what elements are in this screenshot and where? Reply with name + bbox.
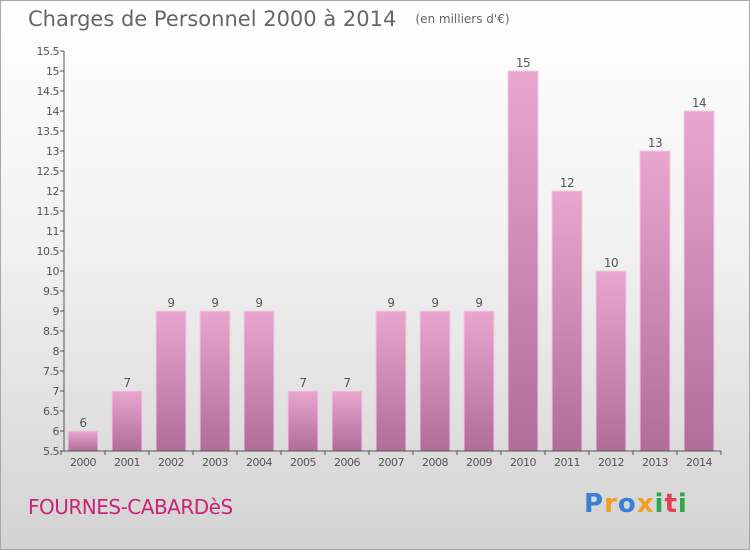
y-tick-label: 13 bbox=[46, 145, 59, 158]
y-tick-label: 12 bbox=[46, 185, 59, 198]
x-tick-label-2010: 2010 bbox=[510, 456, 536, 469]
y-tick-label: 14 bbox=[46, 105, 59, 118]
data-label-2002: 9 bbox=[167, 296, 174, 310]
bar-2000 bbox=[67, 430, 99, 452]
y-tick-label: 6 bbox=[53, 425, 60, 438]
bar-2012 bbox=[595, 270, 627, 452]
logo-letter: r bbox=[604, 489, 618, 519]
x-tick-label-2002: 2002 bbox=[158, 456, 184, 469]
data-label-2013: 13 bbox=[648, 136, 662, 150]
data-label-2005: 7 bbox=[299, 376, 306, 390]
bar-2006 bbox=[331, 390, 363, 452]
bar-2002 bbox=[155, 310, 187, 452]
y-tick-label: 9.5 bbox=[43, 285, 59, 298]
data-label-2014: 14 bbox=[692, 96, 706, 110]
bar-2008 bbox=[419, 310, 451, 452]
data-label-2003: 9 bbox=[211, 296, 218, 310]
y-tick-label: 13.5 bbox=[37, 125, 60, 138]
x-tick-label-2014: 2014 bbox=[686, 456, 712, 469]
y-tick-label: 7.5 bbox=[43, 365, 59, 378]
y-tick-label: 12.5 bbox=[37, 165, 60, 178]
y-tick-label: 9 bbox=[53, 305, 60, 318]
x-tick-label-2000: 2000 bbox=[70, 456, 96, 469]
chart-title-block: Charges de Personnel 2000 à 2014 (en mil… bbox=[28, 7, 510, 31]
x-tick-label-2004: 2004 bbox=[246, 456, 272, 469]
bars-layer bbox=[67, 70, 715, 452]
data-label-2000: 6 bbox=[79, 416, 86, 430]
data-label-2011: 12 bbox=[560, 176, 574, 190]
bar-2004 bbox=[243, 310, 275, 452]
y-tick-label: 11.5 bbox=[37, 205, 60, 218]
y-tick-label: 8 bbox=[53, 345, 60, 358]
data-label-2001: 7 bbox=[123, 376, 130, 390]
chart-title: Charges de Personnel 2000 à 2014 bbox=[28, 7, 397, 31]
x-tick-label-2011: 2011 bbox=[554, 456, 580, 469]
bar-2001 bbox=[111, 390, 143, 452]
bar-2010 bbox=[507, 70, 539, 452]
data-label-2004: 9 bbox=[255, 296, 262, 310]
y-tick-label: 8.5 bbox=[43, 325, 59, 338]
x-tick-label-2003: 2003 bbox=[202, 456, 228, 469]
logo-letter: P bbox=[584, 489, 605, 519]
bar-2003 bbox=[199, 310, 231, 452]
y-tick-label: 14.5 bbox=[37, 85, 60, 98]
bar-2013 bbox=[639, 150, 671, 452]
x-tick-label-2006: 2006 bbox=[334, 456, 360, 469]
x-tick-label-2013: 2013 bbox=[642, 456, 668, 469]
logo-letter: o bbox=[617, 489, 637, 519]
proxiti-logo: Proxiti bbox=[584, 489, 688, 519]
y-tick-label: 11 bbox=[46, 225, 59, 238]
x-tick-label-2007: 2007 bbox=[378, 456, 404, 469]
data-label-2012: 10 bbox=[604, 256, 618, 270]
logo-letter: i bbox=[677, 489, 688, 519]
x-tick-label-2001: 2001 bbox=[114, 456, 140, 469]
bar-2005 bbox=[287, 390, 319, 452]
y-tick-label: 15.5 bbox=[37, 45, 60, 58]
data-label-2010: 15 bbox=[516, 56, 530, 70]
bar-2007 bbox=[375, 310, 407, 452]
data-label-2007: 9 bbox=[387, 296, 394, 310]
x-tick-label-2005: 2005 bbox=[290, 456, 316, 469]
chart-subtitle: (en milliers d'€) bbox=[415, 12, 510, 26]
bar-2009 bbox=[463, 310, 495, 452]
commune-name: FOURNES-CABARDèS bbox=[28, 495, 233, 519]
x-tick-label-2009: 2009 bbox=[466, 456, 492, 469]
data-label-2006: 7 bbox=[343, 376, 350, 390]
logo-letter: i bbox=[654, 489, 665, 519]
data-label-2009: 9 bbox=[475, 296, 482, 310]
y-tick-label: 6.5 bbox=[43, 405, 59, 418]
y-tick-label: 10.5 bbox=[37, 245, 60, 258]
logo-letter: x bbox=[636, 489, 655, 519]
x-tick-label-2008: 2008 bbox=[422, 456, 448, 469]
y-tick-label: 5.5 bbox=[43, 445, 59, 458]
y-tick-label: 7 bbox=[53, 385, 60, 398]
bar-2014 bbox=[683, 110, 715, 452]
y-tick-label: 10 bbox=[46, 265, 59, 278]
logo-letter: t bbox=[664, 489, 678, 519]
bar-2011 bbox=[551, 190, 583, 452]
y-tick-label: 15 bbox=[46, 65, 59, 78]
x-tick-label-2012: 2012 bbox=[598, 456, 624, 469]
data-label-2008: 9 bbox=[431, 296, 438, 310]
axes-layer: 5.5 6 6.5 7 7.5 8 8.5 9 9.5 10 10.5 11 11.5 12 12.5 13 1… bbox=[37, 45, 722, 469]
